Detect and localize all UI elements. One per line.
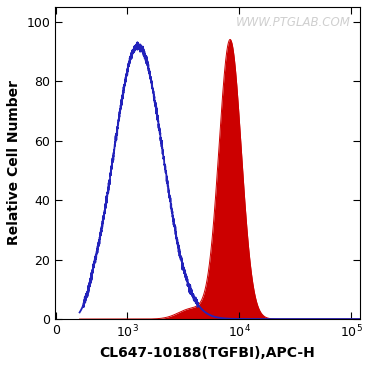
Text: WWW.PTGLAB.COM: WWW.PTGLAB.COM [236,16,351,29]
X-axis label: CL647-10188(TGFBI),APC-H: CL647-10188(TGFBI),APC-H [100,346,316,360]
Y-axis label: Relative Cell Number: Relative Cell Number [7,80,21,246]
